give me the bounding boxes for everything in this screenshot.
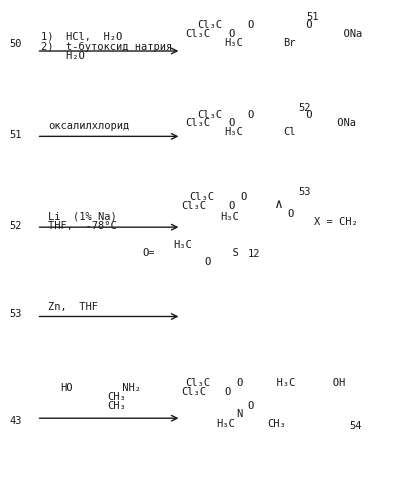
- Text: O: O: [228, 201, 234, 212]
- Text: оксалилхлорид: оксалилхлорид: [48, 121, 130, 131]
- Text: Cl₃C: Cl₃C: [197, 109, 222, 120]
- Text: 53: 53: [9, 309, 22, 319]
- Text: O: O: [275, 20, 313, 30]
- Text: O: O: [287, 209, 293, 219]
- Text: Li  (1% Na): Li (1% Na): [48, 212, 117, 222]
- Text: OH: OH: [314, 378, 346, 389]
- Text: N: N: [236, 409, 242, 419]
- Text: O=: O=: [142, 249, 155, 258]
- Text: Cl₃C: Cl₃C: [181, 201, 206, 212]
- Text: O: O: [248, 401, 254, 411]
- Text: H₃C: H₃C: [225, 127, 243, 137]
- Text: O: O: [248, 109, 254, 120]
- Text: X = CH₂: X = CH₂: [314, 217, 358, 227]
- Text: CH₃: CH₃: [107, 401, 126, 411]
- Text: S: S: [221, 249, 239, 258]
- Text: Cl₃C: Cl₃C: [189, 193, 214, 203]
- Text: ∧: ∧: [275, 198, 283, 212]
- Text: H₃C: H₃C: [173, 240, 192, 250]
- Text: H₃C: H₃C: [221, 212, 239, 222]
- Text: O: O: [275, 109, 313, 120]
- Text: 53: 53: [299, 187, 311, 197]
- Text: 52: 52: [299, 103, 311, 113]
- Text: H₃C: H₃C: [264, 378, 295, 389]
- Text: 50: 50: [9, 38, 22, 48]
- Text: O: O: [240, 193, 246, 203]
- Text: H₃C: H₃C: [217, 419, 235, 429]
- Text: 1)  HCl,  H₂O: 1) HCl, H₂O: [41, 31, 122, 41]
- Text: 51: 51: [9, 130, 22, 140]
- Text: Cl₃C: Cl₃C: [185, 118, 210, 128]
- Text: CH₃: CH₃: [268, 419, 286, 429]
- Text: 2)  t-бутоксид натрия: 2) t-бутоксид натрия: [41, 42, 172, 52]
- Text: THF,  -78°C: THF, -78°C: [48, 221, 117, 231]
- Text: 51: 51: [307, 12, 319, 22]
- Text: Br: Br: [283, 38, 296, 48]
- Text: ONa: ONa: [256, 29, 362, 39]
- Text: Cl₃C: Cl₃C: [185, 378, 210, 389]
- Text: 52: 52: [9, 221, 22, 231]
- Text: H₃C: H₃C: [225, 38, 243, 48]
- Text: O: O: [248, 20, 254, 30]
- Text: O: O: [228, 29, 234, 39]
- Text: 43: 43: [9, 416, 22, 426]
- Text: O: O: [205, 257, 211, 267]
- Text: Cl₃C: Cl₃C: [181, 387, 206, 397]
- Text: Cl₃C: Cl₃C: [197, 20, 222, 30]
- Text: O: O: [228, 118, 234, 128]
- Text: CH₃: CH₃: [107, 392, 126, 402]
- Text: Zn,  THF: Zn, THF: [48, 301, 98, 311]
- Text: O: O: [236, 378, 242, 389]
- Text: H₂O: H₂O: [41, 51, 84, 61]
- Text: HO: HO: [60, 383, 72, 393]
- Text: Cl₃C: Cl₃C: [185, 29, 210, 39]
- Text: ONa: ONa: [256, 118, 356, 128]
- Text: 12: 12: [248, 250, 260, 259]
- Text: 54: 54: [349, 421, 362, 431]
- Text: Cl: Cl: [283, 127, 296, 137]
- Text: NH₂: NH₂: [91, 383, 141, 393]
- Text: O: O: [225, 387, 230, 397]
